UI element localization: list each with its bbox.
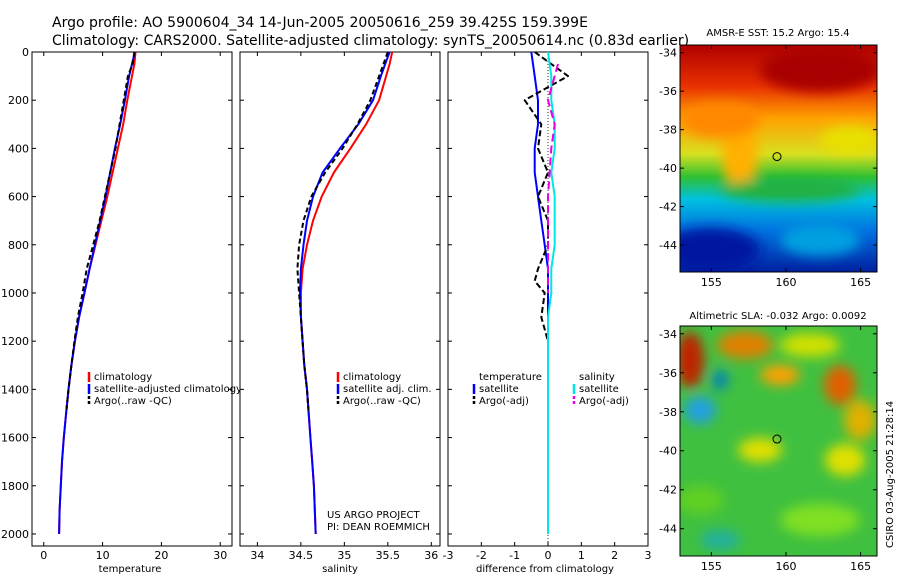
sla-map-ticks: 155 160 165 -34 -36 -38 -40 -42 -44 bbox=[659, 326, 877, 573]
legend-label: Argo(-adj) bbox=[479, 396, 529, 407]
x-tick-label: 20 bbox=[154, 549, 168, 562]
legend-label: satellite-adjusted climatology bbox=[94, 384, 242, 395]
legend-label: salinity bbox=[579, 372, 615, 383]
temperature-xlabel: temperature bbox=[99, 564, 162, 575]
map-x-tick-label: 165 bbox=[850, 276, 871, 289]
sla-argo-location-marker bbox=[772, 434, 782, 444]
y-tick-label: 600 bbox=[8, 191, 29, 204]
map-y-tick-label: -36 bbox=[659, 85, 677, 98]
salinity-axes-frame bbox=[239, 51, 441, 547]
legend-label: satellite adj. clim. bbox=[343, 384, 432, 395]
y-tick-label: 1600 bbox=[1, 432, 29, 445]
x-tick-label: 34.5 bbox=[289, 549, 314, 562]
map-y-tick-label: -44 bbox=[659, 523, 677, 536]
map-y-tick-label: -40 bbox=[659, 162, 677, 175]
x-tick-label: 2 bbox=[611, 549, 618, 562]
map-x-tick-label: 155 bbox=[701, 276, 722, 289]
temperature-ticks: 0 10 20 30 0 200 400 600 800 1000 1200 1400 1600 1800… bbox=[1, 46, 232, 562]
series-line-temperature-argo-adj bbox=[523, 51, 569, 414]
legend-label: climatology bbox=[343, 372, 401, 383]
header-line-1: Argo profile: AO 5900604_34 14-Jun-2005 … bbox=[52, 15, 588, 31]
map-x-tick-label: 160 bbox=[775, 560, 796, 573]
difference-xlabel: difference from climatology bbox=[476, 564, 614, 575]
sst-map-title: AMSR-E SST: 15.2 Argo: 15.4 bbox=[706, 28, 849, 39]
sst-argo-location-marker bbox=[772, 152, 782, 162]
credit-pi: PI: DEAN ROEMMICH bbox=[327, 522, 430, 533]
map-y-tick-label: -42 bbox=[659, 484, 677, 497]
x-tick-label: -3 bbox=[443, 549, 454, 562]
difference-lines bbox=[523, 51, 569, 534]
sla-map-panel: Altimetric SLA: -0.032 Argo: 0.0092 155 1… bbox=[659, 311, 878, 573]
legend-label: climatology bbox=[94, 372, 152, 383]
header-line-2: Climatology: CARS2000. Satellite-adjuste… bbox=[52, 33, 689, 49]
y-tick-label: 400 bbox=[8, 142, 29, 155]
difference-panel: -3 -2 -1 0 1 2 3 temperaturesatelliteArgo(-adj… bbox=[443, 51, 652, 575]
map-x-tick-label: 155 bbox=[701, 560, 722, 573]
sla-map-frame bbox=[679, 325, 878, 557]
x-tick-label: 0 bbox=[40, 549, 47, 562]
y-tick-label: 1200 bbox=[1, 335, 29, 348]
x-tick-label: 36 bbox=[424, 549, 438, 562]
x-tick-label: 35.5 bbox=[376, 549, 401, 562]
y-tick-label: 200 bbox=[8, 94, 29, 107]
x-tick-label: 3 bbox=[645, 549, 652, 562]
x-tick-label: 35 bbox=[337, 549, 351, 562]
credit-project: US ARGO PROJECT bbox=[327, 510, 421, 521]
series-line-argo-raw-qc bbox=[296, 51, 389, 414]
map-y-tick-label: -34 bbox=[659, 328, 677, 341]
map-x-tick-label: 160 bbox=[775, 276, 796, 289]
map-y-tick-label: -36 bbox=[659, 367, 677, 380]
map-y-tick-label: -34 bbox=[659, 47, 677, 60]
x-tick-label: -1 bbox=[509, 549, 520, 562]
x-tick-label: 0 bbox=[545, 549, 552, 562]
salinity-ticks: 34 34.5 35 35.5 36 bbox=[240, 51, 440, 562]
legend-label: Argo(-adj) bbox=[579, 396, 629, 407]
salinity-xlabel: salinity bbox=[322, 564, 358, 575]
series-line-salinity-argo-adj bbox=[547, 63, 559, 293]
series-line-argo-raw-qc bbox=[65, 51, 136, 414]
salinity-lines bbox=[296, 51, 394, 535]
x-tick-label: 34 bbox=[250, 549, 264, 562]
temperature-panel: 0 10 20 30 0 200 400 600 800 1000 1200 1400 1600 1800… bbox=[1, 46, 242, 575]
temperature-lines bbox=[58, 51, 137, 535]
x-tick-label: 30 bbox=[213, 549, 227, 562]
map-y-tick-label: -38 bbox=[659, 406, 677, 419]
sst-map-frame bbox=[679, 44, 878, 273]
map-y-tick-label: -44 bbox=[659, 239, 677, 252]
sst-map-ticks: 155 160 165 -34 -36 -38 -40 -42 -44 bbox=[659, 45, 877, 289]
series-line-satellite-adjusted-climatology bbox=[58, 51, 136, 535]
legend-label: satellite bbox=[579, 384, 619, 395]
legend-label: satellite bbox=[479, 384, 519, 395]
y-tick-label: 1800 bbox=[1, 480, 29, 493]
difference-legend: temperaturesatelliteArgo(-adj)salinitysa… bbox=[472, 372, 629, 407]
legend-label: Argo(..raw -QC) bbox=[94, 396, 172, 407]
legend-label: Argo(..raw -QC) bbox=[343, 396, 421, 407]
sst-map-panel: AMSR-E SST: 15.2 Argo: 15.4 155 160 165 -34… bbox=[659, 28, 878, 289]
x-tick-label: -2 bbox=[476, 549, 487, 562]
series-line-salinity-satellite bbox=[547, 51, 556, 534]
map-y-tick-label: -42 bbox=[659, 201, 677, 214]
y-tick-label: 0 bbox=[22, 46, 29, 59]
y-tick-label: 1400 bbox=[1, 383, 29, 396]
y-tick-label: 2000 bbox=[1, 528, 29, 541]
map-x-tick-label: 165 bbox=[850, 560, 871, 573]
x-tick-label: 10 bbox=[96, 549, 110, 562]
sla-map-title: Altimetric SLA: -0.032 Argo: 0.0092 bbox=[689, 311, 866, 322]
temperature-axes-frame bbox=[31, 51, 233, 547]
sla-heatmap bbox=[680, 326, 877, 556]
y-tick-label: 1000 bbox=[1, 287, 29, 300]
map-y-tick-label: -40 bbox=[659, 445, 677, 458]
sst-heatmap bbox=[680, 45, 877, 272]
y-tick-label: 800 bbox=[8, 239, 29, 252]
x-tick-label: 1 bbox=[578, 549, 585, 562]
legend-label: temperature bbox=[479, 372, 542, 383]
csiro-timestamp: CSIRO 03-Aug-2005 21:28:14 bbox=[885, 401, 896, 548]
series-line-satellite-adj-clim bbox=[299, 51, 391, 535]
map-y-tick-label: -38 bbox=[659, 124, 677, 137]
